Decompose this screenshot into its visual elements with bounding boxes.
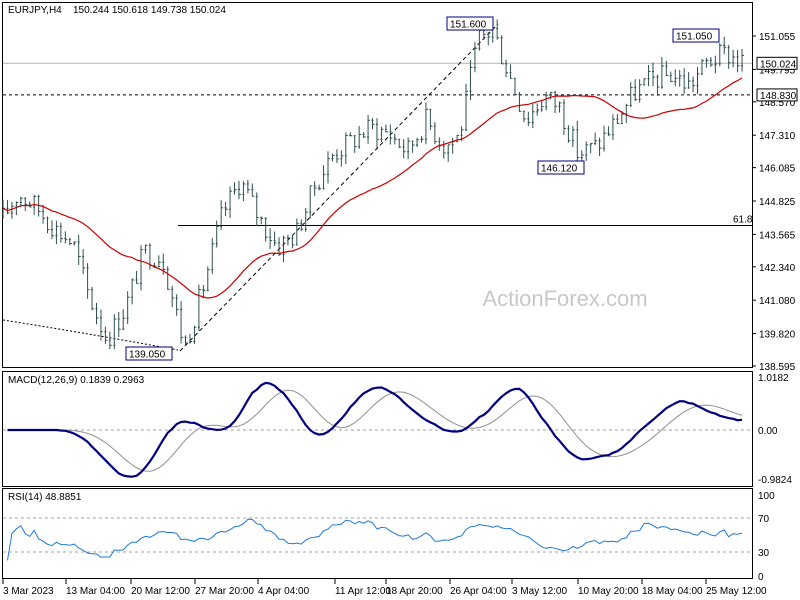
symbol-label: EURJPY,H4 bbox=[8, 5, 62, 16]
rsi-title: RSI(14) 48.8851 bbox=[8, 492, 82, 503]
time-tick-label: 3 Mar 2023 bbox=[3, 586, 54, 597]
support-price-tag-box bbox=[756, 88, 798, 102]
current-price-tag-box bbox=[756, 56, 798, 70]
current-price-tag: 150.024 bbox=[760, 59, 797, 70]
time-axis: 3 Mar 2023 13 Mar 04:00 20 Mar 12:00 27 Mar… bbox=[2, 579, 767, 597]
rsi-tick-30: 30 bbox=[758, 548, 770, 559]
annotation-box bbox=[537, 160, 585, 175]
time-tick-label: 26 Apr 04:00 bbox=[450, 586, 507, 597]
annotation-box bbox=[446, 16, 494, 31]
annotation-label: 151.050 bbox=[676, 32, 713, 43]
annotation-box bbox=[672, 28, 720, 43]
price-tick-label: 151.055 bbox=[759, 32, 796, 43]
annotations: 151.600 151.050 146.120 139.050 bbox=[125, 16, 720, 361]
price-tick-label: 144.825 bbox=[759, 197, 796, 208]
fib-label: 61.8 bbox=[733, 214, 753, 225]
macd-tick-zero: 0.00 bbox=[758, 426, 778, 437]
time-tick-label: 13 Mar 04:00 bbox=[66, 586, 125, 597]
ohlc-values: 150.244 150.618 149.738 150.024 bbox=[73, 5, 226, 16]
rsi-tick-0: 0 bbox=[758, 572, 764, 583]
time-tick-label: 25 May 12:00 bbox=[706, 586, 767, 597]
annotation-box bbox=[125, 346, 173, 361]
price-tick-label: 146.085 bbox=[759, 164, 796, 175]
price-tick-label: 147.310 bbox=[759, 131, 796, 142]
annotation-label: 151.600 bbox=[450, 20, 487, 31]
price-tick-label: 138.595 bbox=[759, 362, 796, 373]
moving-average-line bbox=[2, 77, 743, 299]
price-panel-frame bbox=[2, 2, 753, 368]
macd-tick-top: 1.0182 bbox=[758, 373, 789, 384]
time-tick-label: 27 Mar 20:00 bbox=[195, 586, 254, 597]
price-tick-label: 142.340 bbox=[759, 263, 796, 274]
time-tick-label: 20 Mar 12:00 bbox=[131, 586, 190, 597]
price-panel: ActionForex.com 61.8 151.600 151.050 146.1… bbox=[2, 2, 753, 368]
support-price-tag: 148.830 bbox=[760, 91, 797, 102]
rsi-line bbox=[7, 518, 743, 561]
macd-tick-bottom: -0.9824 bbox=[758, 475, 792, 486]
macd-title: MACD(12,26,9) 0.1839 0.2963 bbox=[8, 375, 145, 386]
price-tick-label: 143.565 bbox=[759, 230, 796, 241]
rsi-panel-frame bbox=[2, 488, 753, 579]
time-tick-label: 18 May 04:00 bbox=[642, 586, 703, 597]
price-tick-label: 148.570 bbox=[759, 98, 796, 109]
time-tick-label: 10 May 20:00 bbox=[578, 586, 639, 597]
time-tick-label: 3 May 12:00 bbox=[512, 586, 567, 597]
price-axis: 151.055 149.795 148.570 147.310 146.085 144.8… bbox=[752, 32, 796, 373]
price-tick-label: 139.820 bbox=[759, 330, 796, 341]
macd-panel-frame bbox=[2, 371, 753, 487]
time-tick-label: 18 Apr 20:00 bbox=[386, 586, 443, 597]
watermark: ActionForex.com bbox=[482, 286, 647, 311]
dashed-trendline bbox=[179, 23, 499, 352]
rsi-tick-100: 100 bbox=[758, 491, 775, 502]
macd-line bbox=[7, 381, 743, 478]
annotation-label: 146.120 bbox=[541, 164, 578, 175]
price-tags: 150.024 148.830 bbox=[756, 56, 798, 102]
time-tick-label: 11 Apr 12:00 bbox=[335, 586, 391, 597]
price-tick-label: 149.795 bbox=[759, 65, 796, 76]
time-tick-label: 4 Apr 04:00 bbox=[258, 586, 310, 597]
price-candles bbox=[2, 19, 745, 350]
macd-signal-line bbox=[7, 389, 743, 472]
annotation-label: 139.050 bbox=[129, 350, 166, 361]
rsi-panel: RSI(14) 48.8851 100 70 30 0 bbox=[2, 488, 775, 583]
macd-panel: MACD(12,26,9) 0.1839 0.2963 1.0182 0.00 … bbox=[2, 371, 792, 487]
rsi-tick-70: 70 bbox=[758, 514, 770, 525]
price-tick-label: 141.080 bbox=[759, 296, 796, 307]
lower-dotted-channel bbox=[2, 319, 179, 351]
